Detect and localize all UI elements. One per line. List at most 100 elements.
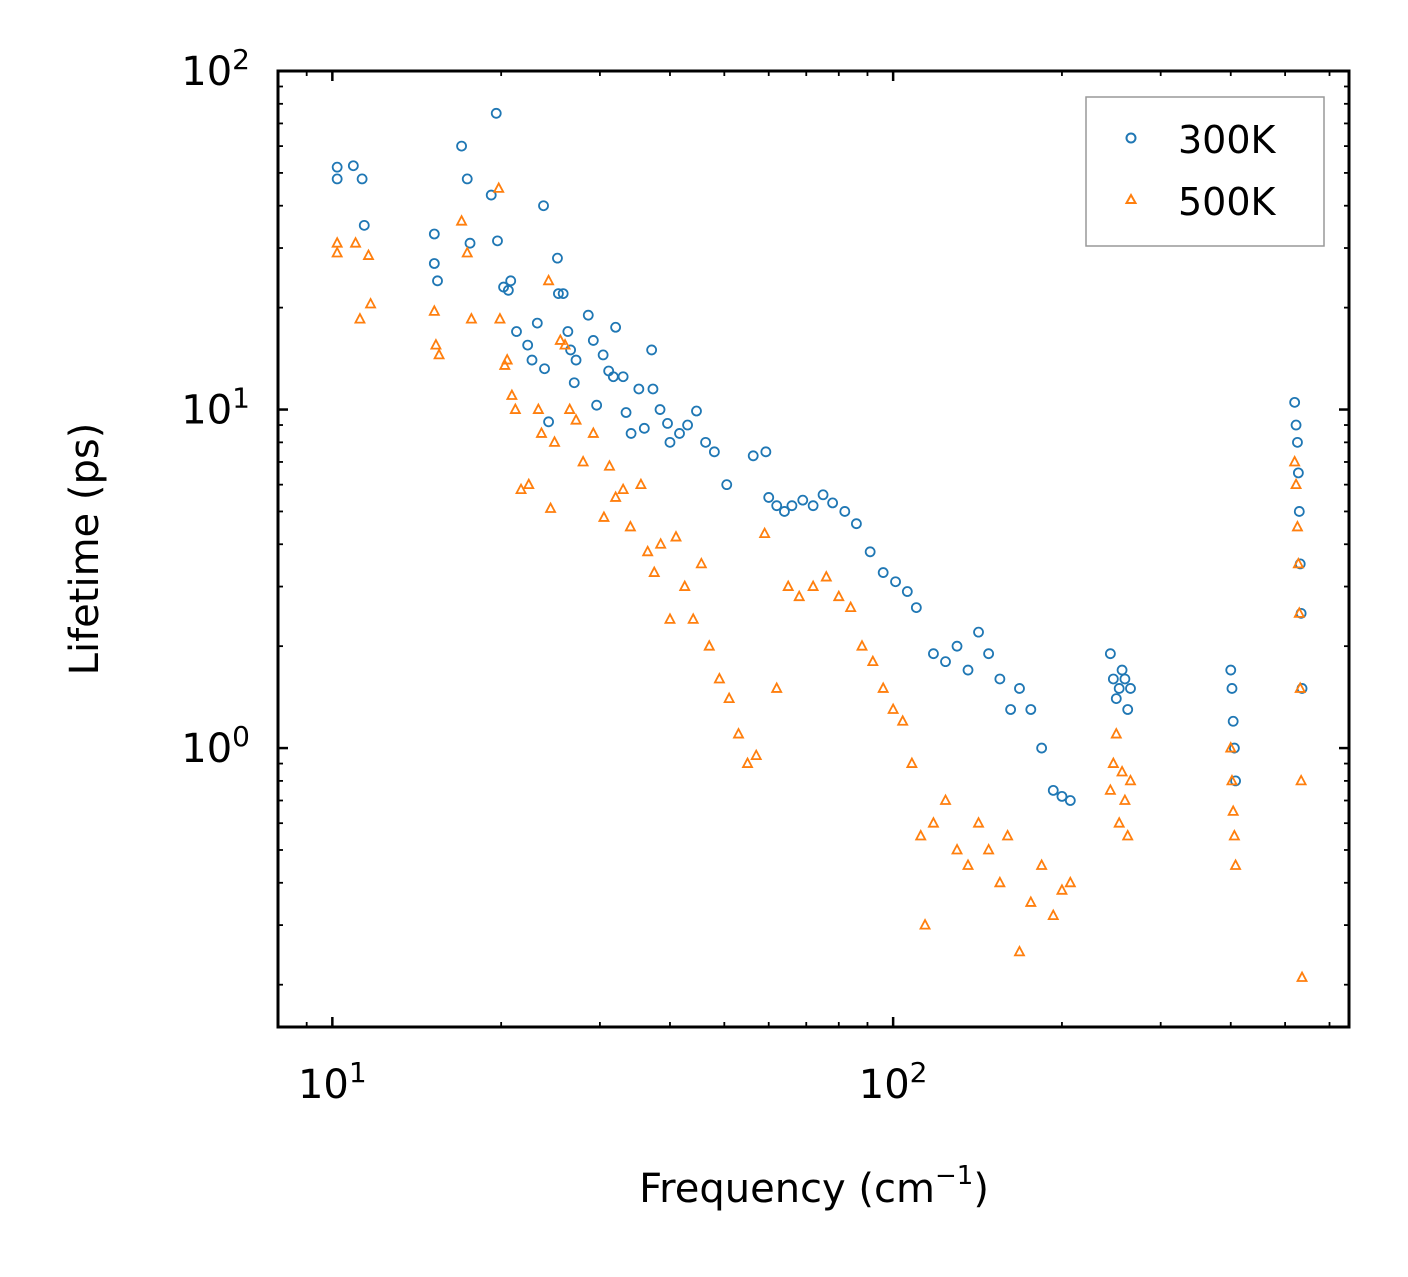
data-point-500K	[1291, 520, 1304, 532]
data-point-500K	[559, 338, 572, 350]
data-point-300K	[674, 428, 685, 439]
data-point-300K	[910, 602, 922, 613]
data-point-500K	[896, 714, 909, 726]
data-point-500K	[1290, 477, 1303, 490]
data-point-300K	[543, 416, 554, 428]
data-point-300K	[464, 237, 476, 249]
data-point-500K	[844, 600, 857, 612]
data-point-300K	[646, 344, 658, 356]
data-point-300K	[839, 506, 851, 517]
data-point-500K	[927, 816, 940, 828]
data-point-500K	[429, 338, 442, 350]
data-point-300K	[747, 450, 759, 462]
data-point-500K	[951, 843, 964, 855]
data-point-500K	[820, 570, 833, 582]
data-point-500K	[1064, 875, 1077, 888]
data-point-500K	[624, 520, 637, 532]
data-point-300K	[1293, 506, 1305, 517]
data-point-300K	[511, 326, 522, 337]
data-point-300K	[553, 288, 564, 300]
data-point-300K	[597, 349, 609, 361]
data-point-300K	[432, 275, 443, 287]
data-point-500K	[1227, 804, 1240, 816]
data-point-300K	[951, 640, 963, 652]
data-point-300K	[877, 567, 889, 578]
data-point-300K	[994, 673, 1006, 685]
data-point-500K	[364, 297, 377, 309]
data-point-500K	[678, 579, 691, 591]
data-point-300K	[901, 586, 913, 597]
data-point-500K	[770, 681, 783, 693]
x-tick-label: 102	[859, 1056, 928, 1108]
data-point-500K	[962, 858, 975, 870]
data-point-300K	[890, 576, 901, 588]
data-point-500K	[522, 477, 535, 490]
data-point-500K	[1035, 858, 1048, 870]
data-point-300K	[760, 446, 772, 458]
data-point-500K	[455, 214, 468, 226]
data-point-500K	[548, 435, 561, 447]
data-point-300K	[1036, 742, 1048, 754]
data-point-500K	[741, 756, 754, 768]
data-point-300K	[625, 428, 637, 439]
data-point-300K	[1064, 795, 1076, 806]
data-point-300K	[700, 436, 711, 448]
data-point-300K	[1104, 648, 1116, 660]
data-point-500K	[703, 639, 716, 651]
data-point-500K	[505, 388, 518, 400]
data-point-500K	[750, 748, 763, 761]
data-point-500K	[563, 402, 576, 414]
data-point-300K	[1056, 790, 1068, 802]
data-point-500K	[1047, 908, 1060, 921]
data-point-500K	[648, 565, 661, 577]
data-point-300K	[587, 335, 599, 346]
data-point-300K	[940, 656, 951, 668]
data-point-300K	[1113, 683, 1125, 694]
data-point-300K	[428, 228, 440, 240]
data-point-300K	[1290, 419, 1302, 431]
data-point-300K	[1047, 784, 1059, 796]
data-point-500K	[1288, 455, 1301, 467]
data-point-500K	[1110, 727, 1123, 739]
data-point-500K	[832, 589, 845, 602]
data-point-500K	[663, 612, 676, 624]
data-point-300K	[620, 407, 632, 418]
data-point-300K	[461, 173, 473, 185]
data-point-500K	[532, 402, 545, 414]
data-point-500K	[609, 490, 622, 502]
data-point-300K	[1292, 467, 1304, 479]
data-point-500K	[509, 402, 522, 414]
data-point-300K	[531, 317, 543, 329]
data-point-300K	[358, 219, 370, 231]
data-point-500K	[905, 756, 918, 768]
data-point-500K	[993, 875, 1006, 888]
data-points-layer	[331, 107, 1309, 982]
data-point-500K	[982, 843, 995, 855]
data-point-300K	[827, 497, 839, 509]
series-300K	[331, 107, 1308, 806]
data-point-500K	[887, 702, 900, 714]
data-point-300K	[708, 446, 720, 458]
data-point-500K	[939, 793, 952, 805]
data-point-500K	[856, 639, 868, 651]
data-point-500K	[877, 681, 890, 693]
data-point-500K	[542, 273, 555, 286]
data-point-300K	[522, 339, 534, 351]
data-point-300K	[1107, 673, 1119, 685]
data-point-500K	[1013, 944, 1026, 957]
data-point-500K	[501, 353, 514, 365]
data-point-300K	[356, 173, 368, 185]
data-point-300K	[850, 518, 862, 530]
data-point-300K	[1225, 664, 1237, 676]
data-point-500K	[1295, 773, 1308, 786]
data-point-300K	[763, 492, 775, 503]
data-point-300K	[1226, 683, 1238, 694]
data-point-300K	[562, 326, 574, 337]
data-point-300K	[721, 479, 733, 491]
data-point-500K	[1228, 829, 1241, 841]
data-point-500K	[570, 413, 583, 425]
data-point-300K	[502, 284, 514, 296]
data-point-500K	[723, 691, 736, 704]
data-point-300K	[610, 321, 622, 333]
